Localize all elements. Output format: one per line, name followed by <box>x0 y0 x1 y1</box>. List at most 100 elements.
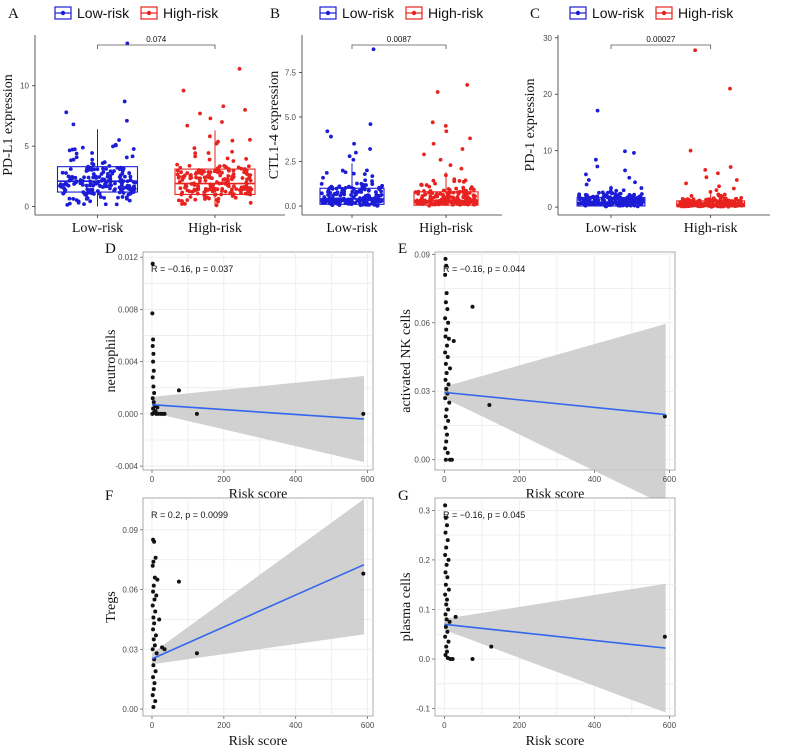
outlier-point <box>435 90 440 94</box>
legend-label: High-risk <box>678 5 734 21</box>
data-point <box>337 184 342 189</box>
data-point <box>176 198 181 203</box>
data-point <box>226 179 230 184</box>
data-point <box>150 411 155 416</box>
outlier-point <box>198 111 202 116</box>
data-point <box>363 178 368 183</box>
data-point <box>662 634 667 639</box>
data-point <box>151 559 156 564</box>
data-point <box>443 377 448 382</box>
data-point <box>472 195 477 200</box>
regression-line <box>151 403 365 420</box>
data-point <box>351 171 356 176</box>
correlation-stat: R = −0.16, p = 0.044 <box>443 264 525 274</box>
data-point <box>614 188 619 193</box>
data-point <box>99 172 104 176</box>
data-point <box>206 151 211 155</box>
data-point <box>248 173 253 178</box>
outlier-point <box>459 166 464 171</box>
data-point <box>234 187 239 191</box>
data-point <box>71 196 76 201</box>
data-point <box>91 172 96 176</box>
x-tick-label: High-risk <box>188 221 242 236</box>
data-point <box>230 149 234 154</box>
outlier-point <box>448 163 453 167</box>
data-point <box>117 138 121 142</box>
data-point <box>244 157 249 161</box>
data-point <box>639 186 644 190</box>
data-point <box>444 562 449 567</box>
outlier-point <box>443 123 448 128</box>
data-point <box>120 171 125 176</box>
data-point <box>152 643 157 648</box>
data-point <box>452 177 457 182</box>
x-tick-label: 0 <box>150 721 155 730</box>
data-point <box>223 177 227 181</box>
data-point <box>91 162 96 167</box>
x-tick-label: 600 <box>361 721 375 730</box>
data-point <box>226 184 231 189</box>
data-point <box>689 194 694 198</box>
data-point <box>114 143 118 148</box>
data-point <box>370 174 375 179</box>
data-point <box>213 168 218 173</box>
data-point <box>444 617 449 622</box>
data-point <box>60 170 65 175</box>
data-point <box>444 263 449 268</box>
data-point <box>718 194 722 199</box>
data-point <box>216 199 220 204</box>
data-point <box>162 411 167 416</box>
y-axis-label: plasma cells <box>399 573 414 642</box>
data-point <box>132 187 137 191</box>
data-point <box>180 174 185 179</box>
data-point <box>152 390 157 395</box>
data-point <box>443 624 448 629</box>
data-point <box>180 202 184 206</box>
legend-label: Low-risk <box>77 5 130 21</box>
outlier-point <box>181 88 186 93</box>
x-tick-label: High-risk <box>684 221 738 236</box>
data-point <box>207 157 212 162</box>
x-tick-label: 0 <box>442 475 447 484</box>
data-point <box>202 175 207 180</box>
data-point <box>443 396 448 401</box>
y-axis-label: Tregs <box>104 591 119 622</box>
data-point <box>84 193 88 198</box>
data-point <box>151 351 156 356</box>
data-point <box>597 190 601 195</box>
outlier-point <box>684 181 688 186</box>
significance-bracket <box>351 44 447 49</box>
y-tick-label: 0.00 <box>122 705 138 714</box>
data-point <box>193 172 198 176</box>
panel-D: D 0 200 400 600 -0.004 0.000 0.004 0.008 0.012 R =… <box>104 241 375 502</box>
data-point <box>178 186 183 191</box>
box <box>174 168 256 196</box>
outlier-point <box>623 168 627 173</box>
outlier-point <box>64 110 69 115</box>
y-tick-label: 0.00 <box>414 456 430 465</box>
data-point <box>444 545 449 550</box>
y-tick-label: 20 <box>543 90 552 99</box>
data-point <box>153 555 158 560</box>
legend-label: High-risk <box>163 5 219 21</box>
y-tick-label: -0.1 <box>416 705 430 714</box>
outlier-point <box>460 147 465 151</box>
data-point <box>226 174 231 178</box>
data-point <box>108 176 113 181</box>
data-point <box>621 188 626 193</box>
data-point <box>248 200 253 205</box>
x-tick-label: 200 <box>217 721 231 730</box>
data-point <box>70 174 75 179</box>
data-point <box>359 188 363 193</box>
data-point <box>89 181 93 186</box>
data-point <box>162 647 167 652</box>
data-point <box>153 609 158 614</box>
data-point <box>185 198 190 203</box>
data-point <box>461 185 466 190</box>
data-point <box>680 196 685 201</box>
data-point <box>350 189 355 194</box>
outlier-point <box>347 154 352 159</box>
data-point <box>456 192 461 196</box>
data-point <box>487 402 492 407</box>
data-point <box>183 201 187 206</box>
